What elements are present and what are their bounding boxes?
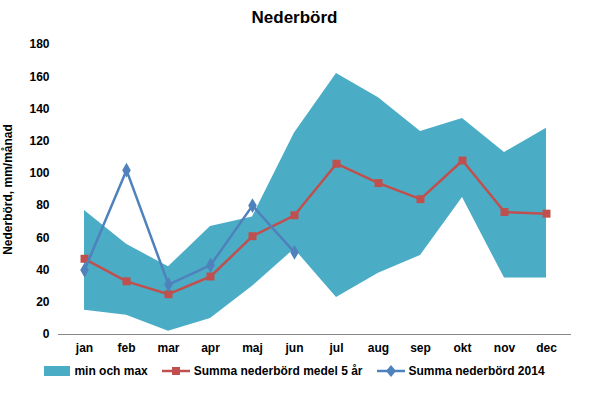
html-text:Summa nederbörd 2014: Summa nederbörd 2014	[408, 364, 545, 378]
html-text:min och max: min och max	[74, 364, 148, 378]
svg-text:jul: jul	[329, 341, 344, 355]
svg-text:Nederbörd, mm/månad: Nederbörd, mm/månad	[1, 124, 15, 255]
svg-text:jan: jan	[75, 341, 93, 355]
svg-text:dec: dec	[536, 341, 557, 355]
svg-text:0: 0	[43, 327, 50, 341]
svg-text:140: 140	[29, 102, 49, 116]
svg-text:nov: nov	[494, 341, 516, 355]
html-text:Summa nederbörd medel 5 år: Summa nederbörd medel 5 år	[193, 364, 363, 378]
svg-text:okt: okt	[454, 341, 472, 355]
svg-text:160: 160	[29, 70, 49, 84]
svg-text:aug: aug	[368, 341, 389, 355]
svg-text:100: 100	[29, 166, 49, 180]
svg-text:apr: apr	[201, 341, 220, 355]
svg-text:180: 180	[29, 37, 49, 51]
svg-text:40: 40	[36, 263, 50, 277]
svg-text:80: 80	[36, 198, 50, 212]
svg-text:120: 120	[29, 134, 49, 148]
svg-text:sep: sep	[410, 341, 431, 355]
svg-text:feb: feb	[118, 341, 136, 355]
svg-text:mar: mar	[157, 341, 179, 355]
svg-text:20: 20	[36, 295, 50, 309]
svg-text:60: 60	[36, 231, 50, 245]
svg-text:jun: jun	[285, 341, 304, 355]
svg-text:maj: maj	[242, 341, 263, 355]
html-text:Nederbörd: Nederbörd	[251, 8, 338, 27]
